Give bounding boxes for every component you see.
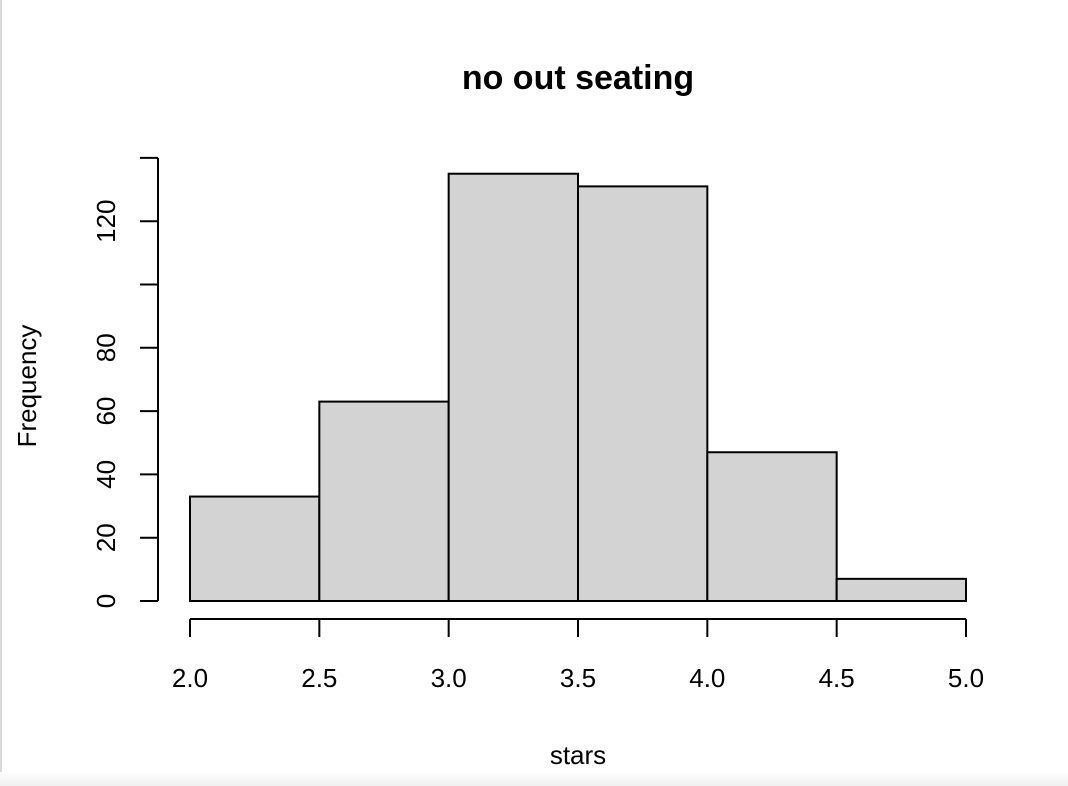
x-tick-label-5: 4.0 [689,663,725,693]
y-axis-label: Frequency [12,325,42,448]
y-tick-label-3: 40 [91,460,121,489]
window-left-edge [0,0,2,786]
bars-group [189,172,968,603]
y-tick-label-1: 0 [91,594,121,608]
window-bottom-shade [0,772,1068,786]
x-tick-label-4: 3.5 [560,663,596,693]
y-tick-label-2: 20 [91,523,121,552]
x-axis-label: stars [550,740,606,770]
x-tick-label-2: 2.5 [301,663,337,693]
x-axis: 2.0 2.5 3.0 3.5 4.0 4.5 5.0 [172,618,984,693]
x-tick-label-6: 4.5 [819,663,855,693]
histogram-bar-1 [189,495,321,602]
histogram-bar-3 [447,172,579,602]
histogram-bar-4 [577,185,709,602]
x-tick-label-3: 3.0 [431,663,467,693]
y-tick-label-4: 60 [91,397,121,426]
y-axis: 0 20 40 60 80 120 [91,156,159,608]
y-tick-label-5: 80 [91,333,121,362]
chart-title: no out seating [462,59,694,97]
x-tick-label-7: 5.0 [948,663,984,693]
histogram-bar-5 [706,451,838,602]
y-tick-label-7: 120 [91,200,121,243]
x-tick-label-1: 2.0 [172,663,208,693]
histogram-bar-2 [318,400,450,603]
histogram-bar-6 [835,577,968,602]
